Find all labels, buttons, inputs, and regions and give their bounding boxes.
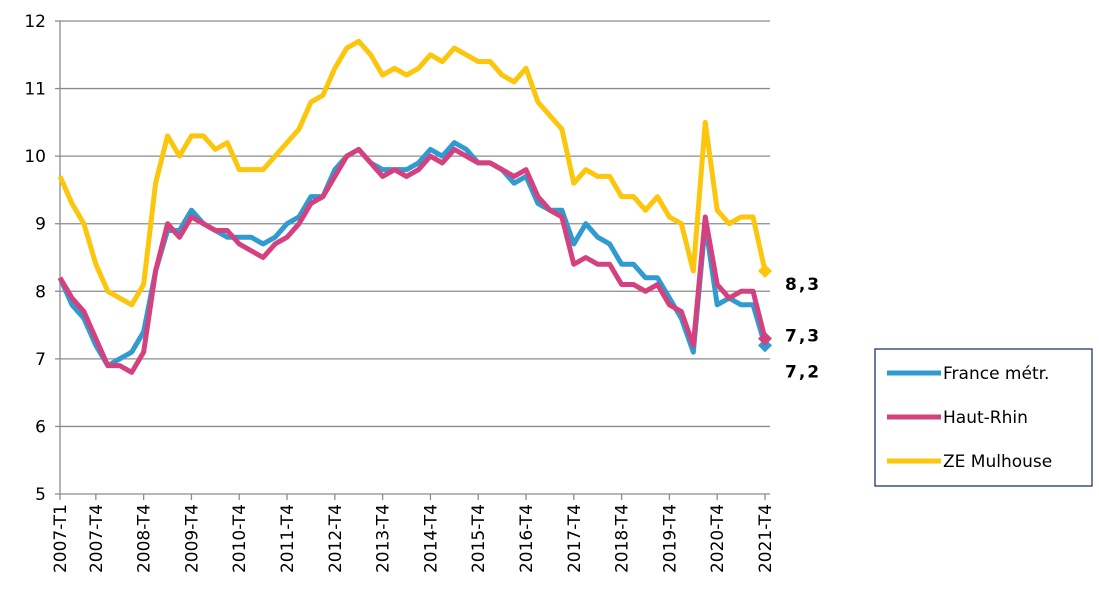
end-marker (758, 264, 772, 279)
y-tick-label: 10 (24, 147, 46, 167)
x-tick-label: 2017-T4 (565, 504, 585, 573)
y-tick-label: 8 (35, 282, 46, 302)
value-label: 7,2 (785, 362, 821, 382)
series-line (57, 140, 768, 369)
y-tick-label: 9 (35, 215, 46, 235)
legend-label: Haut-Rhin (943, 408, 1028, 428)
x-tick-label: 2020-T4 (708, 504, 728, 573)
x-tick-label: 2007-T4 (87, 504, 107, 573)
x-tick-label: 2018-T4 (613, 504, 633, 573)
series-line (57, 146, 768, 375)
y-tick-label: 5 (35, 485, 46, 505)
y-tick-label: 11 (24, 80, 46, 100)
x-tick-label: 2011-T4 (278, 504, 298, 573)
legend-label: France métr. (943, 364, 1049, 384)
x-tick-label: 2010-T4 (230, 504, 250, 573)
x-tick-label: 2007-T1 (51, 504, 71, 573)
series-line (57, 38, 768, 308)
end-marker (758, 331, 772, 346)
x-tick-label: 2008-T4 (135, 504, 155, 573)
value-label: 7,3 (785, 327, 821, 347)
x-tick-label: 2016-T4 (517, 504, 537, 573)
x-tick-label: 2021-T4 (756, 504, 776, 573)
y-tick-label: 7 (35, 350, 46, 370)
legend-label: ZE Mulhouse (943, 452, 1052, 472)
value-label: 8,3 (785, 275, 821, 295)
x-tick-label: 2009-T4 (182, 504, 202, 573)
x-tick-label: 2014-T4 (421, 504, 441, 573)
x-tick-label: 2019-T4 (660, 504, 680, 573)
y-tick-label: 6 (35, 417, 46, 437)
x-tick-label: 2012-T4 (326, 504, 346, 573)
y-tick-label: 12 (24, 12, 46, 32)
x-tick-label: 2015-T4 (469, 504, 489, 573)
x-tick-label: 2013-T4 (374, 504, 394, 573)
